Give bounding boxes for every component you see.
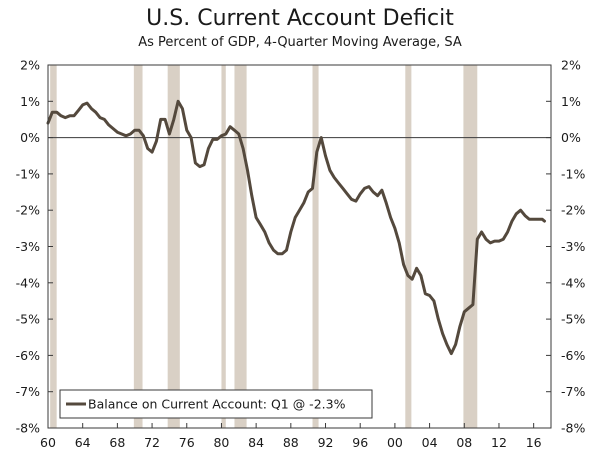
recession-band [312,65,319,428]
y-tick-label-right: -8% [561,421,585,436]
series-layer [46,99,546,356]
recession-band [234,65,247,428]
y-tick-label-left: 2% [20,58,40,73]
x-tick-label: 12 [491,435,507,450]
y-tick-label-left: -5% [16,312,40,327]
x-tick-label: 72 [144,435,160,450]
legend-label: Balance on Current Account: Q1 @ -2.3% [88,397,346,412]
y-tick-label-right: 1% [561,94,581,109]
y-tick-label-right: 0% [561,130,581,145]
y-tick-label-right: -1% [561,166,585,181]
recession-band [167,65,180,428]
y-tick-label-left: -6% [16,348,40,363]
y-tick-label-left: -7% [16,384,40,399]
recession-band [463,65,478,428]
y-tick-label-right: 2% [561,58,581,73]
y-tick-label-right: -2% [561,203,585,218]
series-line [46,99,546,356]
y-tick-label-left: 0% [20,130,40,145]
axes: 2% 2% 1% 1% 0% 0% -1% -1% -2% -2% -3% -3% -4% -4% -5% -… [16,58,586,451]
recession-band [405,65,412,428]
y-tick-label-left: 1% [20,94,40,109]
y-tick-label-left: -2% [16,203,40,218]
x-tick-label: 68 [109,435,125,450]
legend: Balance on Current Account: Q1 @ -2.3% [59,389,373,419]
recession-band [50,65,57,428]
x-tick-label: 08 [456,435,472,450]
recession-band [221,65,226,428]
recession-band [133,65,143,428]
legend-box [59,389,373,419]
x-tick-label: 84 [248,435,264,450]
x-tick-label: 92 [318,435,334,450]
y-tick-label-left: -4% [16,275,40,290]
x-tick-label: 04 [422,435,438,450]
y-tick-label-left: -8% [16,421,40,436]
chart-title: U.S. Current Account Deficit [146,6,454,31]
x-tick-label: 00 [387,435,403,450]
recession-bands [50,65,478,428]
y-tick-label-right: -7% [561,384,585,399]
y-tick-label-right: -3% [561,239,585,254]
x-tick-label: 16 [526,435,542,450]
chart-subtitle: As Percent of GDP, 4-Quarter Moving Aver… [138,35,462,50]
y-tick-label-left: -3% [16,239,40,254]
x-tick-label: 80 [213,435,229,450]
y-tick-label-right: -4% [561,275,585,290]
x-tick-label: 88 [283,435,299,450]
y-tick-label-right: -5% [561,312,585,327]
x-tick-label: 96 [352,435,368,450]
x-tick-label: 76 [179,435,195,450]
y-tick-label-right: -6% [561,348,585,363]
x-tick-label: 60 [40,435,56,450]
x-tick-label: 64 [75,435,91,450]
y-tick-label-left: -1% [16,166,40,181]
